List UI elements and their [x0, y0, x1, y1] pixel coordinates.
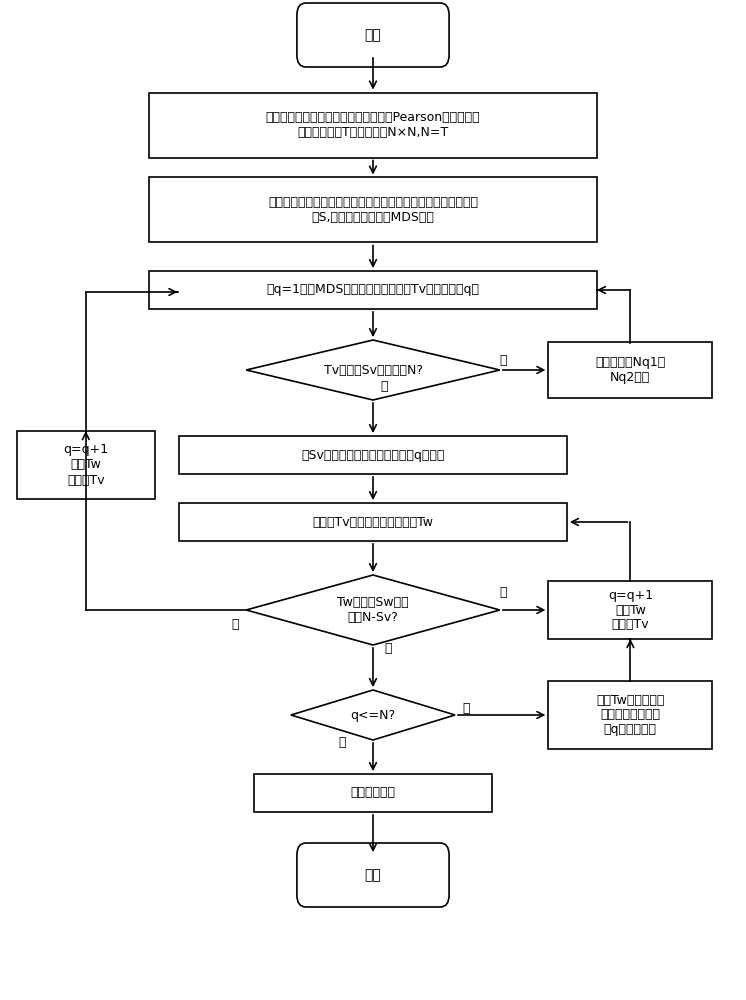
Text: Tw单元数Sw是否
小于N-Sv?: Tw单元数Sw是否 小于N-Sv?	[337, 596, 409, 624]
Text: 是: 是	[500, 585, 507, 598]
Text: 寻找与Tv最近距离最近的一类Tw: 寻找与Tv最近距离最近的一类Tw	[313, 516, 433, 528]
Text: Tv单元数Sv是否小于N?: Tv单元数Sv是否小于N?	[324, 363, 422, 376]
Polygon shape	[246, 340, 500, 400]
Text: 将第Tw包含的单元
按照编号依次放入
第q行剩余像素: 将第Tw包含的单元 按照编号依次放入 第q行剩余像素	[596, 694, 665, 736]
Text: 重新聚类为Nq1，
Nq2两类: 重新聚类为Nq1， Nq2两类	[595, 356, 665, 384]
Bar	[179, 436, 567, 474]
Text: 否: 否	[231, 618, 239, 632]
Text: q<=N?: q<=N?	[351, 708, 395, 722]
Bar	[149, 271, 597, 309]
Bar	[149, 93, 597, 157]
Bar	[548, 342, 712, 397]
Text: q=q+1
更新Tw
为新的Tv: q=q+1 更新Tw 为新的Tv	[63, 444, 108, 487]
Text: 将Sv个单元按照编号依次填入第q行元素: 将Sv个单元按照编号依次填入第q行元素	[301, 448, 445, 462]
Text: 令q=1，将MDS分布中最边缘的一类Tv放入像素第q行: 令q=1，将MDS分布中最边缘的一类Tv放入像素第q行	[266, 284, 480, 296]
Text: 是: 是	[380, 379, 388, 392]
Text: 空余像素补零: 空余像素补零	[351, 786, 395, 800]
Text: 否: 否	[338, 736, 345, 750]
Text: 是: 是	[463, 702, 470, 714]
Polygon shape	[246, 575, 500, 645]
Polygon shape	[291, 690, 455, 740]
Bar	[149, 178, 597, 242]
FancyBboxPatch shape	[297, 843, 449, 907]
Text: q=q+1
更新Tw
为新的Tv: q=q+1 更新Tw 为新的Tv	[608, 588, 653, 632]
Bar	[179, 503, 567, 541]
Text: 分析原始数据，计算基本负荷单元之间Pearson相关系数，
确定聚类类别T和像素大小N×N,N=T: 分析原始数据，计算基本负荷单元之间Pearson相关系数， 确定聚类类别T和像素…	[266, 111, 480, 139]
Text: 是: 是	[384, 642, 392, 654]
Text: 否: 否	[500, 354, 507, 366]
Text: 开始: 开始	[365, 28, 381, 42]
Bar	[17, 431, 155, 499]
Text: 结束: 结束	[365, 868, 381, 882]
Text: 输入原始数据聚类分析，给出各类别具体包含的基本负荷单元数
量S,计算类间距离，作MDS分析: 输入原始数据聚类分析，给出各类别具体包含的基本负荷单元数 量S,计算类间距离，作…	[268, 196, 478, 224]
FancyBboxPatch shape	[297, 3, 449, 67]
Bar	[254, 774, 492, 812]
Bar	[548, 681, 712, 749]
Bar	[548, 581, 712, 639]
